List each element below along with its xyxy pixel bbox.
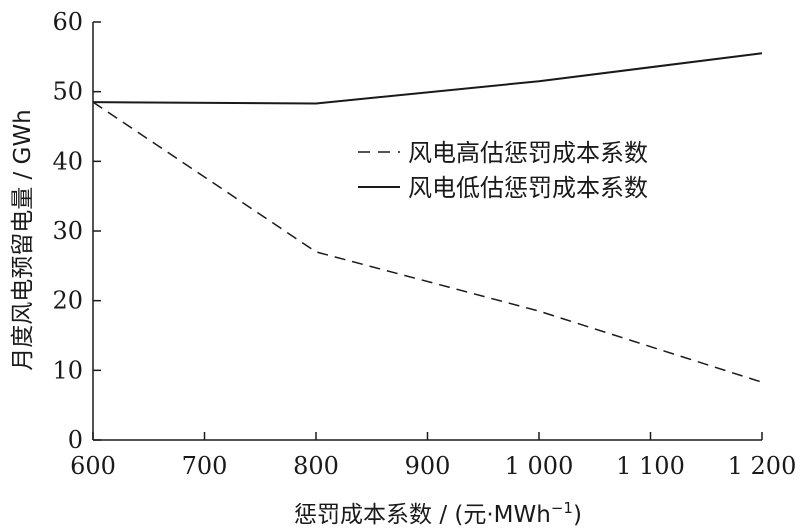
y-tick-label: 0 bbox=[68, 426, 83, 454]
legend-entry-underestimate: 风电低估惩罚成本系数 bbox=[358, 174, 648, 202]
series-line-overestimate bbox=[92, 101, 763, 383]
y-tick-label: 60 bbox=[52, 8, 83, 36]
y-tick-label: 10 bbox=[52, 356, 83, 384]
y-axis-title: 月度风电预留电量 / GWh bbox=[10, 109, 36, 371]
x-tick-label: 1 100 bbox=[616, 452, 685, 480]
tick-labels: 0 10 20 30 40 50 60 600 700 800 900 1 000 1 100 1 200 bbox=[52, 8, 796, 480]
x-axis-title: 惩罚成本系数 / (元·MWh−1) bbox=[294, 499, 582, 528]
legend-entry-overestimate: 风电高估惩罚成本系数 bbox=[358, 139, 648, 167]
x-tick-label: 800 bbox=[293, 452, 339, 480]
x-axis-title-close: ) bbox=[573, 502, 582, 528]
series-line-underestimate bbox=[92, 52, 763, 105]
x-tick-label: 600 bbox=[70, 452, 116, 480]
x-tick-label: 900 bbox=[405, 452, 451, 480]
y-tick-label: 20 bbox=[52, 287, 83, 315]
x-tick-label: 700 bbox=[182, 452, 228, 480]
tick-marks bbox=[92, 21, 763, 441]
y-tick-label: 40 bbox=[52, 147, 83, 175]
legend-label-underestimate: 风电低估惩罚成本系数 bbox=[408, 174, 648, 202]
x-axis-title-main: 惩罚成本系数 / (元·MWh bbox=[294, 502, 551, 528]
x-tick-label: 1 000 bbox=[505, 452, 574, 480]
series-lines bbox=[92, 52, 763, 383]
axes bbox=[92, 22, 762, 441]
legend: 风电高估惩罚成本系数 风电低估惩罚成本系数 bbox=[358, 139, 648, 202]
legend-label-overestimate: 风电高估惩罚成本系数 bbox=[408, 139, 648, 167]
y-tick-label: 30 bbox=[52, 217, 83, 245]
y-tick-label: 50 bbox=[52, 78, 83, 106]
x-axis-title-superscript: −1 bbox=[551, 499, 573, 517]
x-tick-label: 1 200 bbox=[728, 452, 797, 480]
